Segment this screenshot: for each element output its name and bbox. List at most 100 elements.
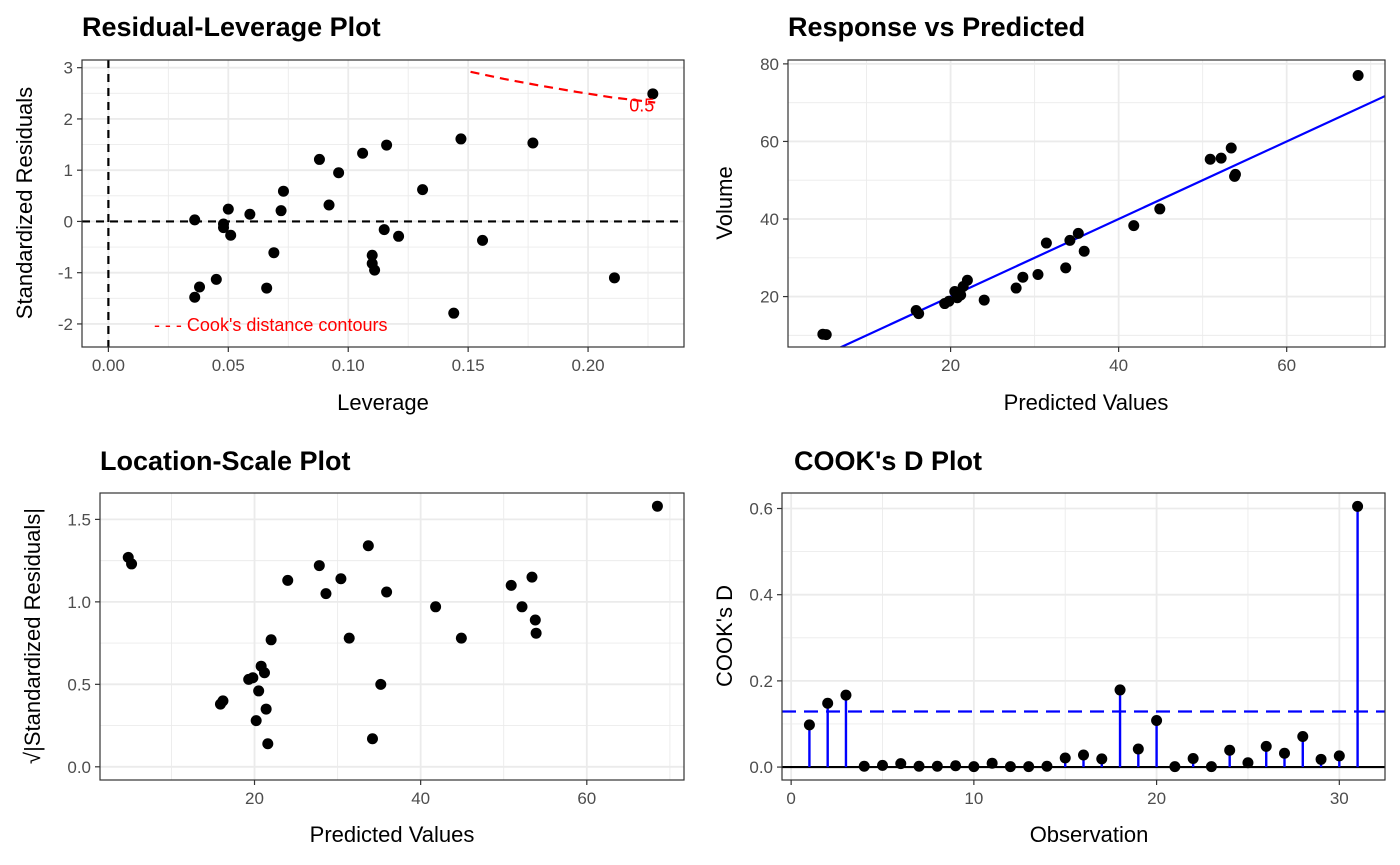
residual-leverage-y-tick-label: -1 (58, 264, 73, 283)
residual-leverage-data-point (225, 229, 237, 241)
location-scale-x-tick-label: 40 (411, 789, 430, 808)
response-predicted-data-point (1128, 220, 1140, 232)
cooks-d-data-point (877, 759, 888, 771)
residual-leverage-data-point (244, 208, 256, 220)
location-scale-data-point (253, 685, 265, 697)
response-predicted-data-point (1064, 234, 1076, 246)
cooks-d-y-tick-label: 0.0 (749, 758, 773, 777)
residual-leverage-data-point (277, 185, 289, 197)
location-scale-xlabel: Predicted Values (310, 822, 475, 847)
residual-leverage-data-point (313, 153, 325, 165)
location-scale-plot-area (100, 493, 684, 780)
cooks-d-data-point (1114, 684, 1126, 696)
response-predicted-data-point (955, 289, 967, 301)
cooks-d-panel-border (781, 492, 1386, 781)
residual-leverage-data-point (455, 133, 467, 145)
location-scale-ylabel: √|Standardized Residuals| (20, 508, 45, 764)
cooks-d-data-point (968, 761, 980, 773)
location-scale-data-point (343, 632, 355, 644)
cooks-d-data-point (822, 697, 834, 709)
cooks-d-ylabel: COOK's D (712, 585, 737, 687)
residual-leverage-data-point (448, 307, 460, 319)
residual-leverage-data-point (189, 214, 201, 226)
response-predicted-plot-area (788, 60, 1385, 347)
cooks-d-data-point (986, 757, 998, 769)
cooks-d-data-point (1096, 753, 1108, 765)
location-scale-data-point (217, 695, 229, 707)
location-scale-data-point (265, 634, 277, 646)
residual-leverage-data-point (369, 264, 381, 276)
response-predicted-data-point (1010, 282, 1022, 294)
location-scale-data-point (366, 733, 378, 745)
location-scale-data-point (530, 627, 542, 639)
location-scale-data-point (262, 738, 274, 750)
location-scale-data-point (258, 667, 270, 679)
cooks-d-data-point (1279, 747, 1290, 759)
cooks-d-data-point (1023, 761, 1035, 773)
residual-leverage-data-point (189, 291, 201, 303)
location-scale-data-point (430, 601, 442, 613)
response-predicted-data-point (961, 274, 973, 286)
location-scale-y-tick-label: 1.5 (67, 510, 91, 529)
residual-leverage-data-point (218, 222, 230, 234)
response-predicted-data-point (913, 308, 925, 320)
location-scale-data-point (320, 588, 332, 600)
residual-leverage-data-point (417, 184, 429, 196)
residual-leverage-data-point (527, 137, 539, 149)
residual-leverage-data-point (647, 88, 659, 100)
location-scale-data-point (260, 703, 272, 715)
response-predicted-y-tick-label: 80 (760, 55, 779, 74)
response-predicted-title: Response vs Predicted (788, 12, 1085, 42)
residual-leverage-data-point (194, 281, 206, 293)
cooks-d-panel: COOK's D Plot Observation COOK's D 0 10 20… (712, 446, 1386, 847)
response-predicted-data-point (978, 294, 990, 306)
cooks-d-data-point (840, 689, 852, 701)
cooks-d-data-point (1151, 715, 1163, 727)
cooks-d-y-tick-label: 0.4 (749, 586, 773, 605)
cooks-d-data-point (950, 760, 962, 772)
location-scale-data-point (375, 678, 387, 690)
cooks-d-data-point (913, 760, 925, 772)
response-predicted-ylabel: Volume (712, 166, 737, 239)
cooks-d-data-point (1224, 744, 1236, 756)
residual-leverage-data-point (393, 230, 405, 242)
location-scale-data-point (505, 579, 517, 591)
residual-leverage-cooks-contour (470, 70, 656, 104)
cooks-d-data-point (803, 719, 815, 731)
cooks-d-data-point (931, 760, 943, 772)
residual-leverage-y-tick-label: 3 (64, 59, 73, 78)
residual-leverage-x-tick-label: 0.10 (332, 356, 365, 375)
residual-leverage-y-tick-label: 2 (64, 110, 73, 129)
residual-leverage-panel-border (81, 59, 685, 348)
response-predicted-x-tick-label: 20 (941, 356, 960, 375)
residual-leverage-x-tick-label: 0.15 (452, 356, 485, 375)
location-scale-panel: Location-Scale Plot Predicted Values √|S… (20, 446, 685, 847)
cooks-d-data-point (1132, 743, 1144, 755)
cooks-d-y-tick-label: 0.2 (749, 672, 773, 691)
response-predicted-data-point (1225, 142, 1237, 154)
location-scale-data-point (529, 614, 541, 626)
location-scale-data-point (250, 715, 262, 727)
residual-leverage-data-point (333, 167, 345, 179)
cooks-d-data-point (1242, 757, 1254, 769)
location-scale-x-tick-label: 20 (245, 789, 264, 808)
residual-leverage-contour-legend-note: - - - Cook's distance contours (154, 315, 388, 335)
cooks-d-title: COOK's D Plot (794, 446, 982, 476)
cooks-d-data-point (1260, 740, 1272, 752)
response-predicted-y-tick-label: 60 (760, 132, 779, 151)
response-predicted-data-point (1072, 227, 1084, 239)
residual-leverage-y-tick-label: -2 (58, 315, 73, 334)
residual-leverage-data-point (210, 273, 222, 285)
residual-leverage-data-point (323, 199, 335, 211)
response-predicted-data-point (1040, 237, 1052, 249)
residual-leverage-ylabel: Standardized Residuals (12, 87, 37, 319)
cooks-d-xlabel: Observation (1030, 822, 1149, 847)
residual-leverage-y-tick-label: 0 (64, 212, 73, 231)
location-scale-data-point (282, 574, 294, 586)
cooks-d-data-point (1315, 753, 1327, 765)
residual-leverage-data-point (381, 139, 393, 151)
response-predicted-x-tick-label: 60 (1277, 356, 1296, 375)
cooks-d-x-tick-label: 0 (786, 789, 795, 808)
residual-leverage-panel: Residual-Leverage Plot Leverage Standard… (12, 12, 685, 415)
